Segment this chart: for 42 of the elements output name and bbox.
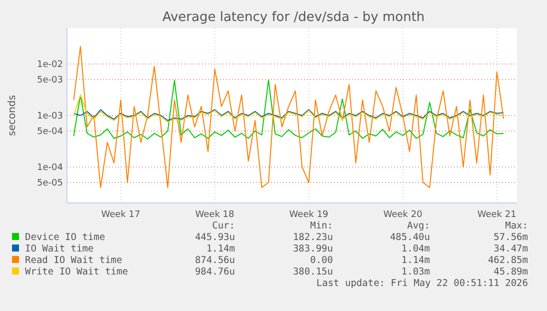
- text: 984.76u: [194, 266, 235, 278]
- line-series: [73, 109, 504, 121]
- legend-label: IO Wait time: [25, 244, 94, 254]
- text: 1.03m: [401, 266, 430, 278]
- text: 45.89m: [494, 266, 528, 278]
- text: 383.99u: [292, 244, 333, 254]
- y-tick-label: 5e-05: [37, 178, 63, 189]
- text: 34.47m: [494, 244, 528, 254]
- x-tick-label: Week 18: [195, 210, 235, 220]
- x-tick-label: Week 19: [289, 210, 329, 220]
- text: 1.04m: [401, 244, 430, 254]
- y-tick-label: 5e-03: [37, 76, 63, 86]
- chart-title: Average latency for /dev/sda - by month: [162, 10, 425, 25]
- legend-label: Write IO Wait time: [25, 266, 128, 278]
- legend-label: Read IO Wait time: [25, 255, 123, 266]
- text: 57.56m: [494, 232, 528, 243]
- text: 380.15u: [292, 266, 333, 278]
- y-tick-label: 5e-04: [37, 127, 64, 138]
- text: 445.93u: [194, 232, 235, 243]
- y-axis-title: seconds: [7, 95, 18, 136]
- text: Max:: [505, 220, 528, 232]
- line-series: [73, 94, 504, 122]
- text: 874.56u: [194, 255, 235, 266]
- legend-label: Device IO time: [25, 232, 106, 243]
- text: Cur:: [212, 220, 235, 232]
- text: 1.14m: [206, 244, 236, 254]
- x-tick-label: Week 20: [383, 210, 423, 220]
- text: Avg:: [407, 220, 430, 232]
- text: 1.14m: [401, 255, 430, 266]
- text: Last update: Fri May 22 00:51:11 2026: [316, 278, 528, 289]
- text: 485.40u: [390, 232, 430, 243]
- text: 0.00: [310, 255, 334, 266]
- y-tick-label: 1e-02: [37, 60, 63, 70]
- x-tick-label: Week 17: [101, 210, 140, 220]
- text: 462.85m: [488, 255, 528, 266]
- x-tick-label: Week 21: [477, 210, 516, 220]
- y-tick-label: 1e-04: [37, 163, 64, 174]
- y-tick-label: 1e-03: [37, 112, 63, 122]
- text: 182.23u: [292, 232, 333, 243]
- line-series: [73, 79, 504, 140]
- text: Min:: [310, 220, 333, 232]
- line-series: [73, 46, 504, 188]
